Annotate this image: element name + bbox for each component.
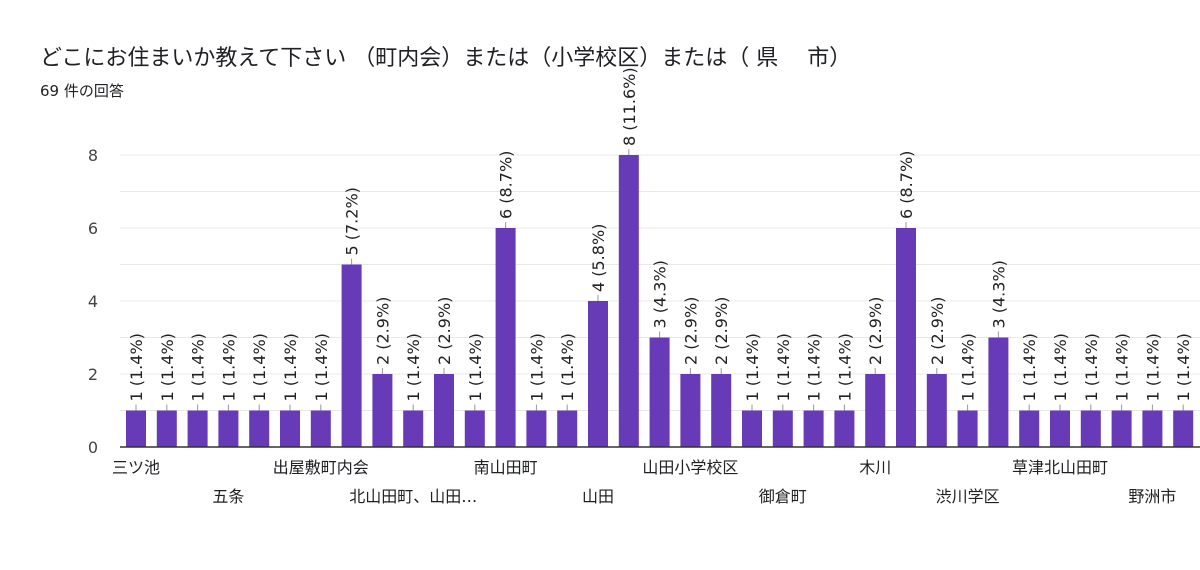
bar — [742, 410, 762, 447]
data-label: 3 (4.3%) — [651, 260, 670, 328]
bar — [618, 155, 639, 447]
y-tick-label: 6 — [88, 219, 98, 238]
data-label: 1 (1.4%) — [1143, 333, 1162, 401]
bar — [372, 374, 393, 447]
data-label: 2 (2.9%) — [373, 297, 392, 365]
bar — [1111, 410, 1132, 447]
chart-title: どこにお住まいか教えて下さい （町内会）または（小学校区）または（ 県 市） — [40, 46, 852, 71]
bar — [280, 410, 300, 447]
x-category-label: 御倉町 — [759, 487, 807, 506]
data-label: 6 (8.7%) — [497, 151, 516, 219]
data-label: 8 (11.6%) — [620, 67, 639, 146]
x-category-label: 南山田町 — [474, 458, 538, 477]
data-label: 2 (2.9%) — [681, 297, 700, 365]
bar — [464, 410, 485, 447]
bar — [588, 301, 608, 447]
bar — [926, 374, 947, 447]
bar — [896, 228, 916, 447]
y-tick-label: 0 — [88, 438, 98, 457]
bar — [403, 410, 424, 447]
bar — [1019, 410, 1040, 447]
data-label: 1 (1.4%) — [466, 333, 485, 401]
data-label: 1 (1.4%) — [805, 333, 824, 401]
data-label: 1 (1.4%) — [250, 333, 269, 401]
data-label: 1 (1.4%) — [1051, 333, 1070, 401]
x-category-label: 渋川学区 — [936, 487, 1000, 506]
bar — [495, 228, 516, 447]
x-category-label: 山田小学校区 — [642, 458, 738, 477]
data-label: 1 (1.4%) — [743, 333, 762, 401]
bar — [1142, 410, 1163, 447]
x-category-label: 五条 — [212, 487, 244, 506]
data-label: 1 (1.4%) — [959, 333, 978, 401]
bar — [1050, 410, 1070, 447]
bar — [772, 410, 793, 447]
data-label: 1 (1.4%) — [835, 333, 854, 401]
data-label: 3 (4.3%) — [989, 260, 1008, 328]
x-category-label: 草津北山田町 — [1012, 458, 1108, 477]
data-label: 1 (1.4%) — [527, 333, 546, 401]
bar — [865, 374, 886, 447]
bar — [187, 410, 208, 447]
bar — [434, 374, 454, 447]
y-tick-label: 4 — [88, 292, 98, 311]
x-category-label: 山田 — [582, 487, 614, 506]
bar — [988, 337, 1009, 447]
data-label: 1 (1.4%) — [558, 333, 577, 401]
data-label: 1 (1.4%) — [404, 333, 423, 401]
x-category-label: 北山田町、山田… — [349, 487, 477, 506]
data-label: 1 (1.4%) — [1082, 333, 1101, 401]
bar — [218, 410, 239, 447]
bar — [526, 410, 547, 447]
data-label: 1 (1.4%) — [312, 333, 331, 401]
data-label: 1 (1.4%) — [127, 333, 146, 401]
bar — [310, 410, 331, 447]
data-label: 2 (2.9%) — [866, 297, 885, 365]
bar — [803, 410, 824, 447]
response-count: 69 件の回答 — [40, 82, 124, 100]
data-label: 5 (7.2%) — [343, 187, 362, 255]
data-label: 6 (8.7%) — [897, 151, 916, 219]
data-label: 2 (2.9%) — [435, 297, 454, 365]
data-label: 1 (1.4%) — [1020, 333, 1039, 401]
data-label: 1 (1.4%) — [1113, 333, 1132, 401]
y-tick-label: 8 — [88, 146, 98, 165]
data-label: 1 (1.4%) — [158, 333, 177, 401]
bar — [1080, 410, 1101, 447]
data-label: 4 (5.8%) — [589, 224, 608, 292]
x-category-label: 三ツ池 — [112, 458, 160, 477]
bar — [711, 374, 732, 447]
bar — [126, 410, 146, 447]
bar — [649, 337, 670, 447]
bar — [249, 410, 270, 447]
y-tick-label: 2 — [88, 365, 98, 384]
x-category-label: 木川 — [859, 458, 891, 477]
data-label: 1 (1.4%) — [219, 333, 238, 401]
bar — [557, 410, 578, 447]
bar — [680, 374, 701, 447]
data-label: 2 (2.9%) — [928, 297, 947, 365]
bar — [341, 264, 362, 447]
data-label: 1 (1.4%) — [1174, 333, 1193, 401]
data-label: 1 (1.4%) — [281, 333, 300, 401]
x-category-label: 野洲市 — [1128, 487, 1176, 506]
bar — [957, 410, 978, 447]
bar — [156, 410, 177, 447]
data-label: 1 (1.4%) — [774, 333, 793, 401]
bar — [1173, 410, 1194, 447]
data-label: 2 (2.9%) — [712, 297, 731, 365]
x-category-label: 出屋敷町内会 — [273, 458, 369, 477]
bar — [834, 410, 855, 447]
data-label: 1 (1.4%) — [189, 333, 208, 401]
